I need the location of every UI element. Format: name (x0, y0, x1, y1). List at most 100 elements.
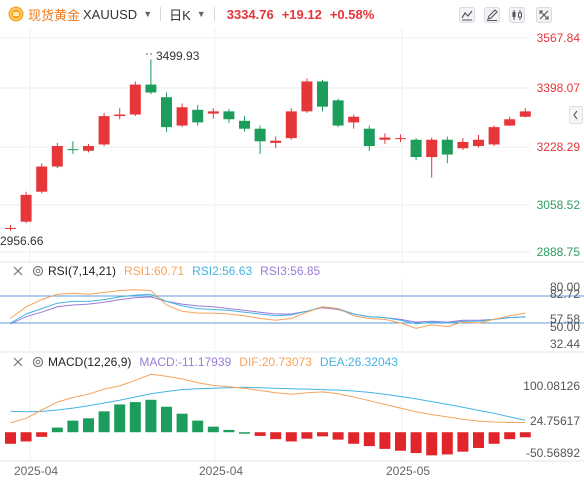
divider (160, 7, 162, 21)
candlestick-chart (5, 59, 531, 231)
macd-bar (36, 432, 48, 437)
candle-body (317, 81, 328, 107)
rsi-axis-label: 32.44 (550, 337, 580, 351)
candle-body (67, 149, 79, 151)
draw-tool-button[interactable] (482, 5, 502, 25)
macd-bar (488, 432, 500, 444)
candle-body (254, 128, 266, 142)
candle-body (363, 128, 375, 147)
candle-body (83, 146, 94, 151)
last-price: 3334.76 (226, 6, 274, 22)
macd-bar (176, 413, 188, 433)
macd-bar (239, 432, 250, 434)
grid-lines (0, 28, 584, 462)
candle-body (20, 194, 32, 222)
candle-body (161, 97, 172, 128)
x-axis-label: 2025-04 (199, 464, 243, 478)
indicator-button[interactable] (457, 5, 477, 25)
rsi-name: RSI(7,14,21) (48, 264, 117, 278)
macd-bar (20, 432, 32, 442)
rsi3-value: RSI3:56.85 (260, 264, 321, 278)
rsi-axis-label: 82.72 (550, 287, 580, 301)
macd-bar (504, 432, 516, 440)
macd-bar (410, 432, 422, 454)
rsi3-line (10, 296, 526, 325)
instrument-name: 现货黄金 (28, 7, 81, 23)
macd-bar (83, 418, 94, 433)
rsi2-line (10, 293, 526, 325)
axis-labels: 3567.84 3398.07 3228.29 3058.52 2888.75 … (0, 31, 580, 478)
macd-bar (473, 432, 484, 448)
x-axis-label: 2025-04 (14, 464, 58, 478)
fullscreen-icon (536, 7, 552, 23)
macd-bar (5, 432, 16, 444)
settings-icon[interactable] (32, 356, 44, 368)
macd-bar (519, 432, 531, 438)
divider (213, 7, 215, 21)
collapse-panel-icon[interactable] (569, 106, 583, 124)
close-icon[interactable] (12, 265, 24, 277)
macd-bar (301, 432, 313, 439)
low-annotation: 2956.66 (0, 234, 44, 248)
price-change: +19.12 (281, 6, 322, 22)
macd-bar (348, 432, 360, 444)
fullscreen-button[interactable] (534, 5, 554, 25)
macd-bar (441, 432, 453, 455)
candle-body (426, 139, 438, 158)
macd-bar (457, 432, 469, 452)
macd-bar (395, 432, 406, 451)
candle-body (301, 81, 313, 112)
macd-bar (207, 426, 219, 433)
macd-bar (223, 429, 235, 433)
rsi-chart (0, 289, 584, 329)
candle-body (129, 84, 141, 115)
dif-line (10, 373, 526, 424)
rsi1-value: RSI1:60.71 (124, 264, 185, 278)
candle-body (207, 111, 219, 114)
rsi-axis-label: 50.00 (550, 320, 580, 334)
candle-body (519, 111, 531, 117)
period-label: 日K (169, 7, 191, 23)
macd-bar (379, 432, 391, 449)
indicator-icon (459, 7, 475, 23)
candle-body (145, 84, 157, 93)
macd-axis-label: 100.08126 (523, 379, 580, 393)
macd-bar (363, 432, 375, 447)
rsi-axis-label: 57.58 (550, 312, 580, 326)
dif-value: DIF:20.73073 (239, 355, 312, 369)
candle-body (36, 166, 48, 192)
macd-bar (270, 432, 282, 440)
high-annotation: 3499.93 (156, 49, 200, 63)
symbol-code: XAUUSD (83, 6, 138, 22)
macd-bar (51, 427, 63, 433)
symbol-selector[interactable]: 现货黄金 XAUUSD ▼ (8, 0, 152, 28)
macd-bar (317, 432, 328, 437)
period-selector[interactable]: 日K ▼ (169, 0, 206, 28)
y-axis-label: 2888.75 (537, 245, 581, 259)
rsi2-value: RSI2:56.63 (192, 264, 253, 278)
toolbar: 现货黄金 XAUUSD ▼ 日K ▼ 3334.76 +19.12 +0.58% (0, 0, 584, 28)
macd-bar (285, 432, 297, 442)
rsi-axis-label: 80.00 (550, 280, 580, 294)
chevron-down-icon: ▼ (196, 9, 206, 19)
x-axis-label: 2025-05 (386, 464, 430, 478)
y-axis-label: 3228.29 (537, 140, 581, 154)
candle-body (457, 141, 469, 149)
dea-value: DEA:26.32043 (319, 355, 398, 369)
settings-icon[interactable] (32, 265, 44, 277)
macd-bar (145, 399, 157, 433)
candle-body (98, 116, 110, 145)
candle-body (5, 227, 16, 229)
close-icon[interactable] (12, 356, 24, 368)
y-axis-label: 3058.52 (537, 198, 581, 212)
candle-body (473, 139, 484, 147)
y-axis-label: 3567.84 (537, 31, 581, 45)
candle-body (114, 114, 126, 117)
macd-bar (114, 404, 126, 433)
draw-icon (484, 7, 500, 23)
chart-type-button[interactable] (507, 5, 527, 25)
macd-bar (192, 420, 204, 433)
macd-bar (426, 432, 438, 456)
price-change-percent: +0.58% (329, 6, 375, 22)
